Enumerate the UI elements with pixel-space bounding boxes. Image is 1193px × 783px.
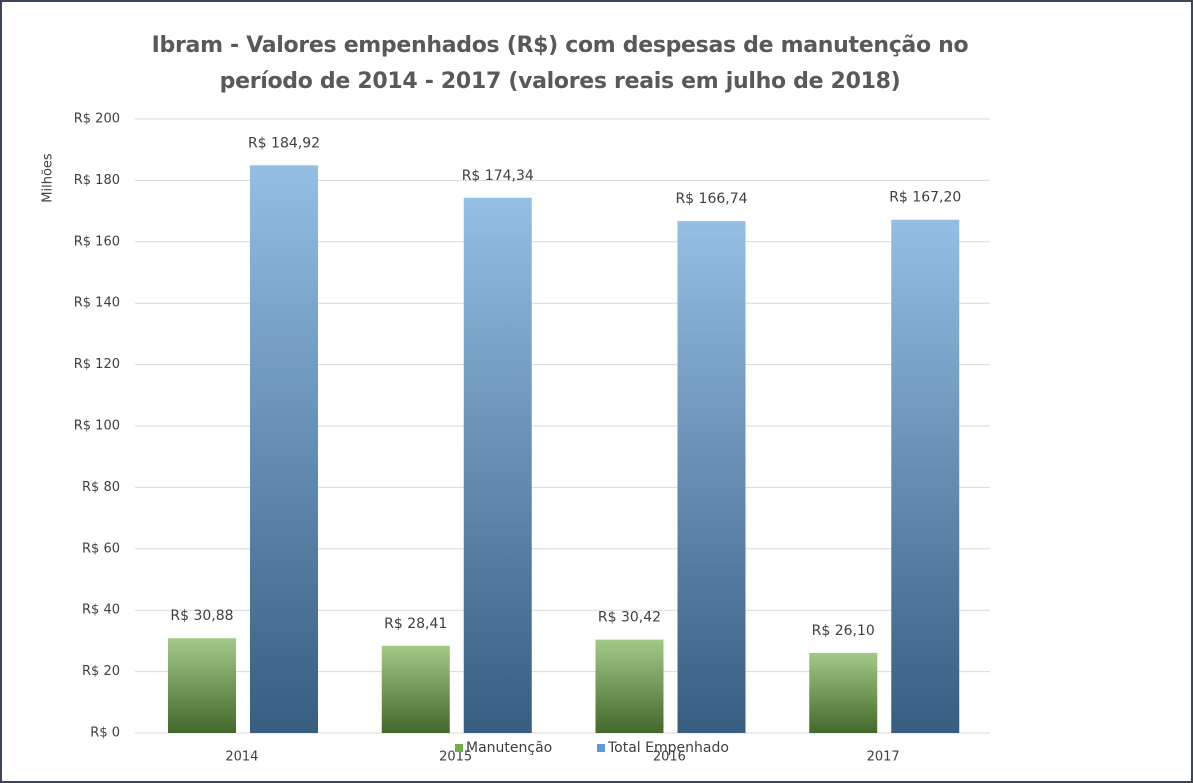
y-tick-label: R$ 140 <box>74 296 120 311</box>
y-tick-label: R$ 160 <box>74 234 120 249</box>
bar <box>381 645 450 733</box>
bar <box>250 165 318 733</box>
y-tick-label: R$ 120 <box>74 357 120 372</box>
legend-label: Manutenção <box>466 740 552 756</box>
y-tick-label: R$ 0 <box>90 726 120 741</box>
y-tick-label: R$ 200 <box>74 112 120 127</box>
y-tick-label: R$ 180 <box>74 173 120 188</box>
y-tick-label: R$ 80 <box>82 480 120 495</box>
bar <box>595 639 664 733</box>
chart-title: Ibram - Valores empenhados (R$) com desp… <box>151 33 969 94</box>
y-tick-label: R$ 40 <box>82 603 120 618</box>
legend-swatch <box>597 744 605 752</box>
data-label: R$ 26,10 <box>812 623 875 639</box>
bar <box>891 219 960 734</box>
legend-swatch <box>455 744 463 752</box>
bar <box>677 221 746 733</box>
data-label: R$ 166,74 <box>675 191 747 207</box>
x-tick-label: 2015 <box>439 750 472 765</box>
data-label: R$ 28,41 <box>384 616 447 632</box>
legend-label: Total Empenhado <box>607 740 729 756</box>
bar <box>463 197 532 734</box>
x-tick-label: 2017 <box>867 750 900 765</box>
x-tick-label: 2016 <box>653 750 686 765</box>
y-axis-label: Milhões <box>41 153 56 203</box>
data-label: R$ 174,34 <box>462 168 534 184</box>
bar <box>809 652 878 733</box>
y-tick-label: R$ 60 <box>82 541 120 556</box>
y-tick-label: R$ 20 <box>82 664 120 679</box>
bar <box>168 638 236 733</box>
x-tick-label: 2014 <box>225 750 258 765</box>
data-label: R$ 30,88 <box>170 608 233 624</box>
data-label: R$ 30,42 <box>598 610 661 626</box>
y-tick-label: R$ 100 <box>74 419 120 434</box>
data-label: R$ 184,92 <box>248 135 320 151</box>
data-label: R$ 167,20 <box>889 190 961 206</box>
